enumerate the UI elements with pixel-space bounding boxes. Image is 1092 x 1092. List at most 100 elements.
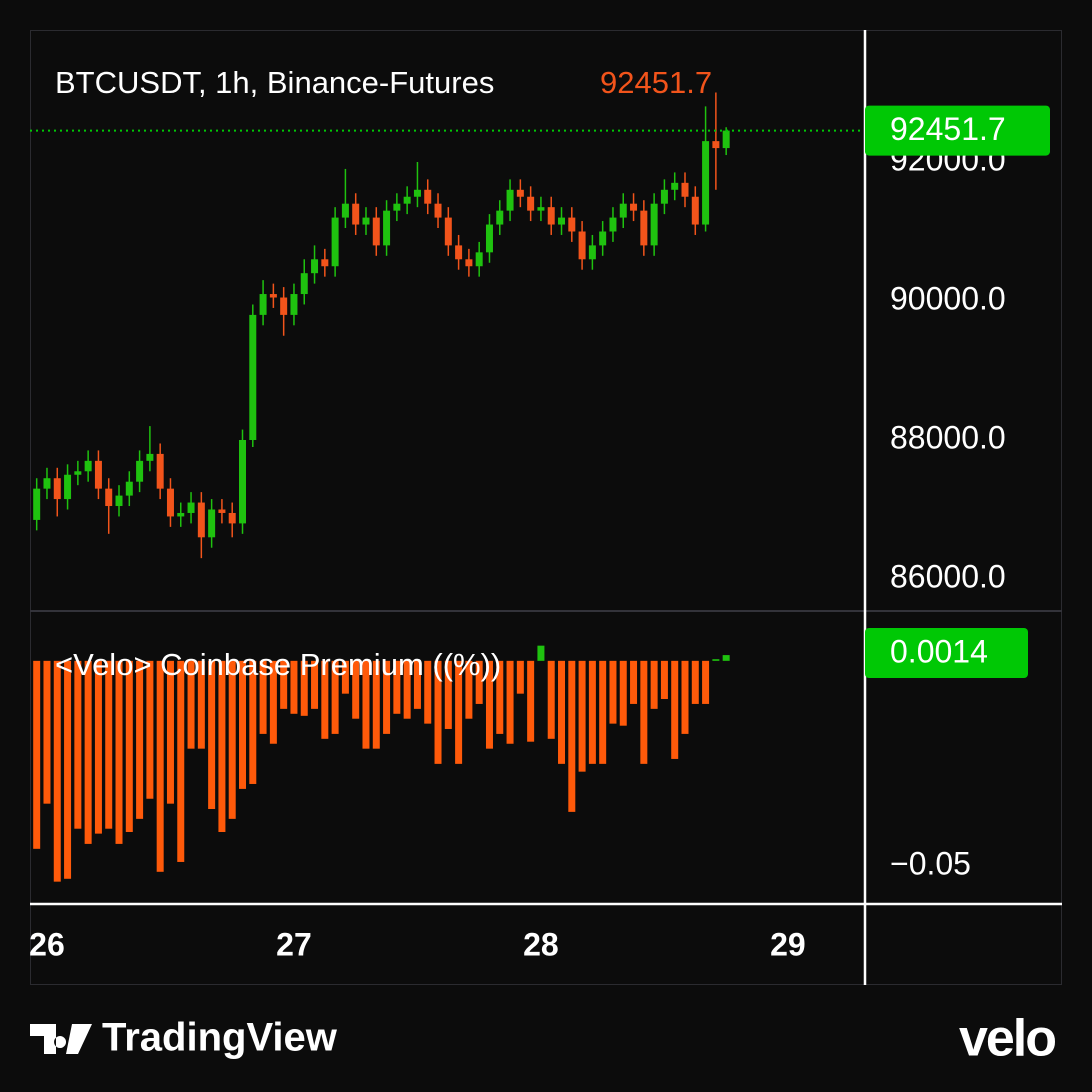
candle-body [702, 141, 710, 225]
brand-right: velo [959, 1010, 1055, 1068]
histogram-bar [568, 660, 576, 812]
last-value-box [865, 628, 1028, 678]
candle-body [599, 231, 607, 246]
histogram-bar [125, 660, 133, 832]
histogram-bar [166, 660, 174, 804]
title-last-price: 92451.7 [600, 65, 712, 100]
candle-body [537, 207, 545, 211]
candle-body [280, 297, 288, 315]
candle-body [259, 294, 267, 315]
histogram-bar [208, 660, 216, 810]
histogram-bar [650, 660, 658, 709]
histogram-bar [444, 660, 452, 729]
histogram-bar [496, 660, 504, 734]
histogram-bar [413, 660, 421, 709]
histogram-bar [393, 660, 401, 714]
x-tick-label: 27 [276, 926, 312, 962]
candle-body [321, 259, 329, 267]
histogram-bar [609, 660, 617, 724]
candle-body [547, 207, 555, 225]
candle-body [527, 196, 535, 211]
histogram-bar [84, 660, 92, 844]
candle-body [424, 189, 432, 204]
histogram-bar [269, 660, 277, 744]
candle-body [640, 210, 648, 246]
histogram-bar [691, 660, 699, 704]
candle-body [125, 481, 133, 496]
plot: BTCUSDT, 1h, Binance-Futures 92451.7 <Velo… [30, 65, 862, 962]
y-tick-label: 86000.0 [890, 558, 1006, 594]
histogram-bar [259, 660, 267, 734]
histogram-bar [249, 660, 257, 784]
histogram-bar [547, 660, 555, 739]
candle-body [74, 471, 82, 475]
candle-body [516, 189, 524, 197]
candle-body [228, 512, 236, 524]
histogram-bar [33, 660, 41, 849]
histogram-bar [64, 660, 72, 879]
histogram-bar [578, 660, 586, 772]
candle-body [691, 196, 699, 225]
histogram-bar [94, 660, 102, 834]
histogram-bar [136, 660, 144, 819]
candle-body [156, 453, 164, 489]
histogram-bar [239, 660, 247, 789]
histogram-bar [321, 660, 329, 739]
tradingview-logo: TradingView [30, 1016, 338, 1060]
candle-body [300, 273, 308, 295]
histogram-bar [403, 660, 411, 719]
histogram-bar [331, 660, 339, 734]
histogram-bar [352, 660, 360, 719]
histogram-bar [74, 660, 82, 829]
histogram-bar [630, 660, 638, 704]
histogram-bar [290, 660, 298, 714]
candle-body [362, 217, 370, 225]
logo-icon [30, 1024, 92, 1054]
histogram-bar [702, 660, 710, 704]
candle-body [208, 509, 216, 538]
candle-body [136, 460, 144, 482]
histogram-bar [712, 659, 720, 661]
candle-body [568, 217, 576, 232]
histogram-bar [362, 660, 370, 749]
candle-body [177, 512, 185, 517]
candle-body [341, 203, 349, 218]
candle-body [372, 217, 380, 246]
candle-body [496, 210, 504, 225]
histogram-bar [53, 660, 61, 882]
candle-body [166, 488, 174, 517]
brand-left: TradingView [102, 1016, 338, 1060]
candle-body [444, 217, 452, 246]
histogram-bar [671, 660, 679, 759]
y-tick-label: −0.05 [890, 846, 971, 882]
histogram-bar [311, 660, 319, 709]
candle-body [239, 439, 247, 524]
histogram-bar [434, 660, 442, 764]
candle-body [630, 203, 638, 211]
candle-body [660, 189, 668, 204]
last-price-box [865, 105, 1050, 156]
histogram-bar [722, 655, 730, 661]
overlay: 86000.088000.090000.092000.092451.7−0.05… [865, 105, 1050, 882]
candle-body [650, 203, 658, 246]
candle-body [94, 460, 102, 489]
candle-body [455, 245, 463, 260]
candle-body [290, 294, 298, 315]
histogram-bar [300, 660, 308, 716]
frame [30, 30, 1062, 985]
histogram-bar [105, 660, 113, 829]
chart-title: BTCUSDT, 1h, Binance-Futures [55, 65, 494, 100]
histogram-bar [383, 660, 391, 734]
histogram-bar [599, 660, 607, 764]
candle-body [609, 217, 617, 232]
histogram-bar [115, 660, 123, 844]
x-tick-label: 28 [523, 926, 559, 962]
candle-body [249, 314, 257, 440]
histogram-bar [156, 660, 164, 872]
candle-body [352, 203, 360, 225]
candle-body [475, 252, 483, 267]
histogram-bar [465, 660, 473, 719]
